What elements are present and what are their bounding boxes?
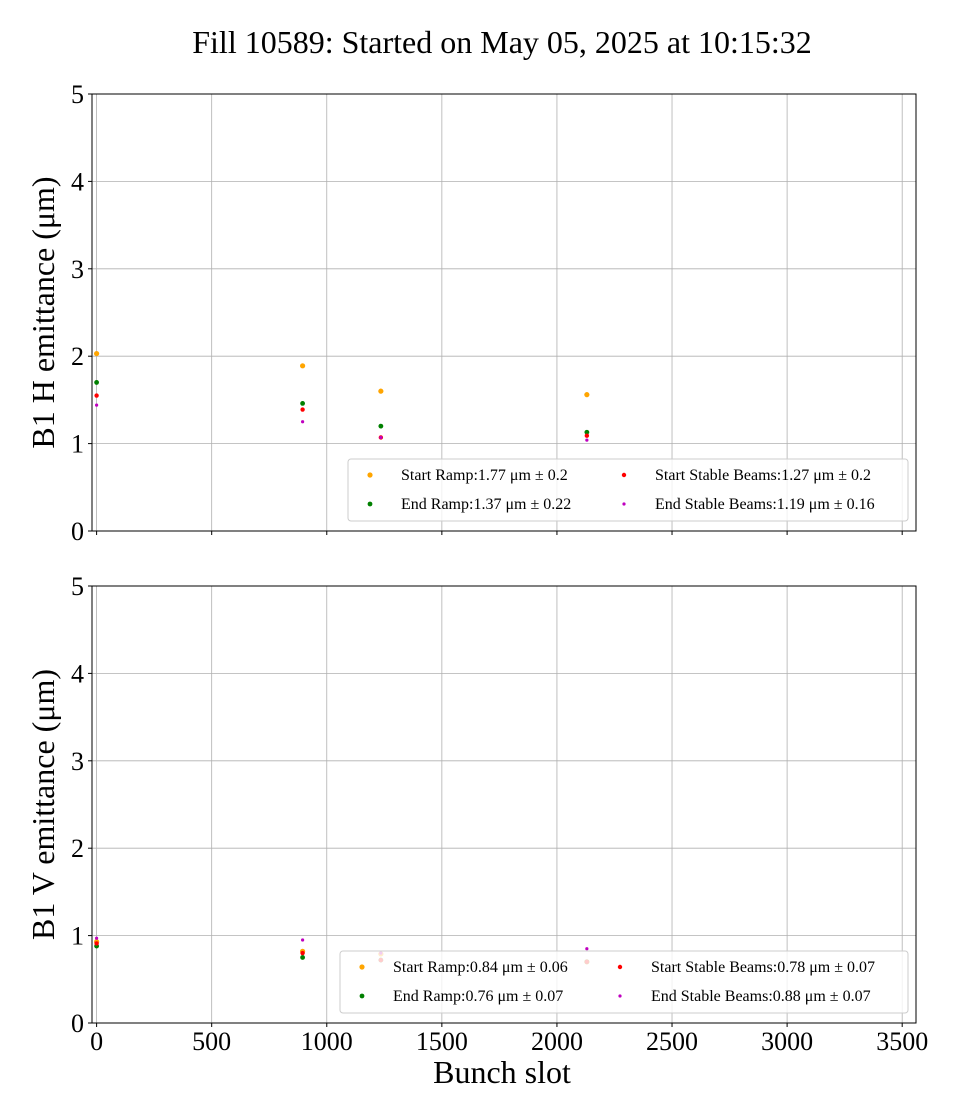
panel-2: 0 500 1000 1500 2000 2500 3000 3500 0 1 2 3 4 5 B1 V e… <box>25 572 928 1056</box>
x-tick-label: 500 <box>192 1027 231 1056</box>
y-tick-label: 1 <box>71 430 84 459</box>
data-point <box>94 941 99 946</box>
data-point <box>300 407 305 412</box>
legend-entry: End Stable Beams:1.19 μm ± 0.16 <box>655 496 875 513</box>
data-point <box>94 393 99 398</box>
y-tick-label: 5 <box>71 572 84 601</box>
x-tick-label: 2500 <box>646 1027 698 1056</box>
data-point <box>584 429 590 435</box>
y-tick-label: 0 <box>71 517 84 546</box>
y-tick-label: 1 <box>71 922 84 951</box>
y-axis-label: B1 V emittance (μm) <box>25 669 61 940</box>
y-tick-label: 0 <box>71 1009 84 1038</box>
panel-1: 0 1 2 3 4 5 B1 H emittance (μm) Start Ramp:1.77… <box>25 80 917 546</box>
legend-entry: Start Ramp:1.77 μm ± 0.2 <box>401 467 568 484</box>
chart-title: Fill 10589: Started on May 05, 2025 at 1… <box>192 24 812 60</box>
data-point <box>378 388 384 394</box>
legend-entry: End Ramp:0.76 μm ± 0.07 <box>393 988 563 1005</box>
data-point <box>300 400 306 406</box>
legend-marker <box>618 994 622 998</box>
legend-marker <box>367 472 373 478</box>
y-tick-label: 2 <box>71 834 84 863</box>
data-point <box>300 955 306 960</box>
legend-entry: Start Stable Beams:1.27 μm ± 0.2 <box>655 467 871 484</box>
y-axis-label: B1 H emittance (μm) <box>25 176 61 448</box>
data-point <box>301 420 305 424</box>
data-point <box>301 938 305 942</box>
legend: Start Ramp:0.84 μm ± 0.06 End Ramp:0.76 μ… <box>339 950 909 1014</box>
y-tick-label: 4 <box>71 167 84 196</box>
legend-box <box>339 950 909 1014</box>
data-point <box>585 438 589 442</box>
x-tick-label: 2000 <box>531 1027 583 1056</box>
plot-frame <box>91 585 917 1024</box>
legend-entry: Start Ramp:0.84 μm ± 0.06 <box>393 959 568 976</box>
legend-entry: Start Stable Beams:0.78 μm ± 0.07 <box>651 959 875 976</box>
data-point <box>300 950 305 956</box>
plot-frame <box>91 93 917 532</box>
data-point <box>584 392 590 398</box>
legend-box <box>347 458 909 522</box>
data-point <box>585 947 589 951</box>
data-point <box>379 435 383 440</box>
x-tick-label: 1500 <box>416 1027 468 1056</box>
data-point <box>95 936 99 940</box>
legend-marker <box>617 964 623 970</box>
data-point <box>378 423 384 429</box>
x-tick-label: 0 <box>90 1027 103 1056</box>
legend-marker <box>359 964 365 970</box>
legend-entry: End Stable Beams:0.88 μm ± 0.07 <box>651 988 871 1005</box>
y-tick-label: 3 <box>71 255 84 284</box>
data-point <box>584 433 590 438</box>
x-axis-label: Bunch slot <box>433 1054 571 1090</box>
x-tick-label: 1000 <box>301 1027 353 1056</box>
data-point <box>95 403 99 407</box>
legend-marker <box>367 501 373 507</box>
legend-entry: End Ramp:1.37 μm ± 0.22 <box>401 496 571 513</box>
data-point <box>300 363 306 369</box>
data-point <box>94 350 100 357</box>
x-tick-label: 3000 <box>761 1027 813 1056</box>
y-tick-label: 4 <box>71 659 84 688</box>
data-point <box>94 380 100 385</box>
legend-marker <box>621 472 627 478</box>
legend-marker <box>359 993 365 999</box>
legend: Start Ramp:1.77 μm ± 0.2 End Ramp:1.37 μm… <box>347 458 909 522</box>
y-tick-label: 2 <box>71 342 84 371</box>
y-tick-label: 3 <box>71 747 84 776</box>
legend-marker <box>622 502 626 506</box>
x-tick-label: 3500 <box>876 1027 928 1056</box>
y-tick-label: 5 <box>71 80 84 109</box>
